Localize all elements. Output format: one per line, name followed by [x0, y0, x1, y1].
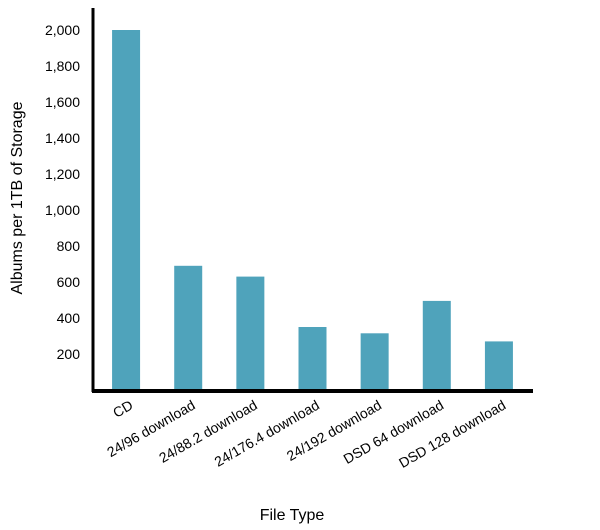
bar [112, 30, 141, 390]
y-tick-label: 600 [57, 274, 81, 290]
y-tick-label: 1,200 [45, 166, 80, 182]
y-tick-label: 1,800 [45, 58, 80, 74]
y-tick-label: 2,000 [45, 22, 80, 38]
y-tick-label: 200 [57, 346, 81, 362]
bar [236, 276, 265, 390]
x-tick-label: DSD 128 download [396, 397, 508, 471]
y-tick-label: 800 [57, 238, 81, 254]
y-tick-label: 1,600 [45, 94, 80, 110]
bar [360, 333, 389, 390]
bar [298, 327, 327, 390]
y-tick-label: 400 [57, 310, 81, 326]
bar [484, 341, 513, 390]
bars-group [112, 30, 513, 390]
x-tick-label: 24/176.4 download [212, 397, 322, 470]
y-tick-labels: 200 400 600 800 1,000 1,200 1,400 1,600 1,800 2,0… [45, 22, 80, 362]
y-axis-title: Albums per 1TB of Storage [9, 101, 26, 294]
bar [174, 265, 203, 390]
y-tick-label: 1,400 [45, 130, 80, 146]
x-tick-label: CD [110, 397, 136, 421]
y-tick-label: 1,000 [45, 202, 80, 218]
x-axis-title: File Type [260, 507, 325, 524]
bar [422, 300, 451, 390]
